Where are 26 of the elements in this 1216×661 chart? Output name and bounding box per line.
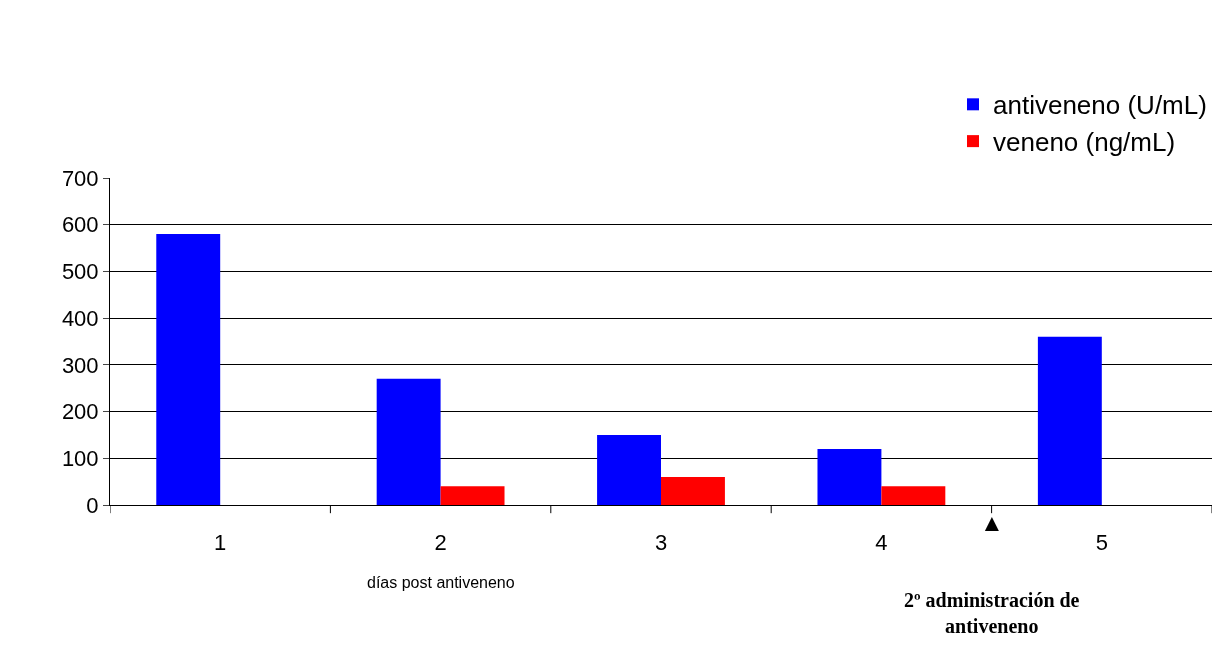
bar bbox=[156, 234, 221, 505]
y-tick-label: 200 bbox=[61, 399, 99, 425]
bar bbox=[440, 486, 505, 505]
bar bbox=[376, 378, 441, 505]
x-tick-label: 1 bbox=[214, 530, 227, 556]
y-tick-label: 300 bbox=[61, 352, 99, 378]
x-tick-label: 3 bbox=[654, 530, 668, 556]
y-tick-label: 700 bbox=[61, 165, 99, 191]
text: ▲ bbox=[980, 509, 1004, 536]
y-tick-label: 600 bbox=[61, 212, 99, 238]
legend-label: veneno (ng/mL) bbox=[993, 127, 1176, 158]
y-tick-label: 400 bbox=[61, 305, 99, 331]
x-axis-title: días post antiveneno bbox=[367, 574, 515, 591]
bar bbox=[817, 448, 882, 505]
y-tick-label: 0 bbox=[86, 492, 99, 518]
bar bbox=[881, 486, 946, 505]
bar bbox=[661, 476, 725, 505]
x-tick-label: 5 bbox=[1095, 530, 1108, 556]
y-tick-label: 100 bbox=[61, 445, 99, 471]
bar bbox=[597, 434, 661, 505]
bar bbox=[1037, 336, 1102, 505]
text: 2º administración de antiveneno bbox=[904, 589, 1080, 637]
legend-label: antiveneno (U/mL) bbox=[993, 90, 1207, 121]
y-tick-label: 500 bbox=[61, 259, 99, 285]
x-tick-label: 2 bbox=[434, 530, 447, 556]
x-tick-label: 4 bbox=[875, 530, 888, 556]
